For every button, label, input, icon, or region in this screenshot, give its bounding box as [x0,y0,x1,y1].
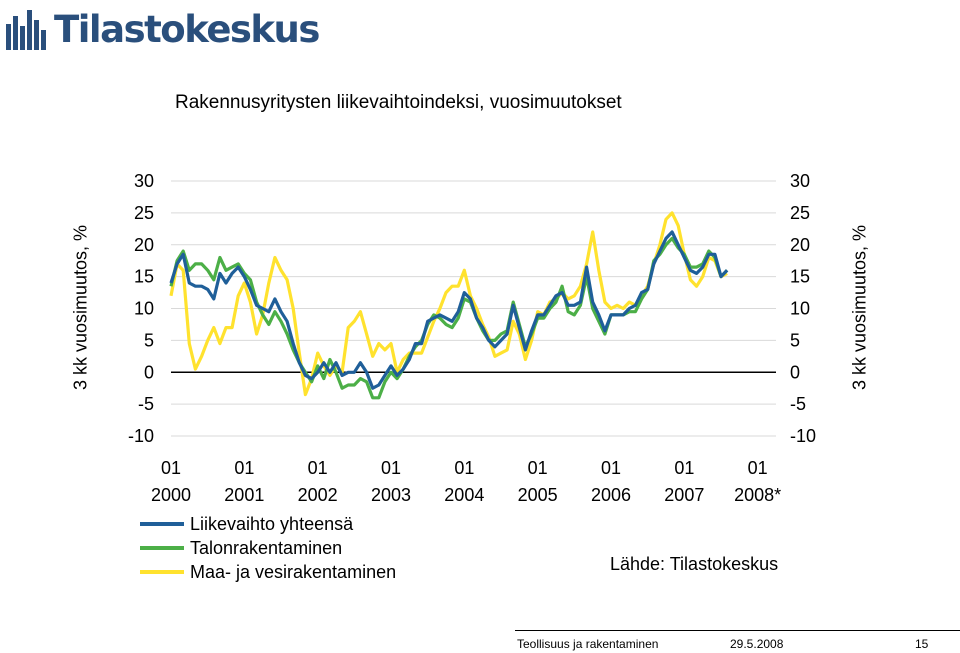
x-tick-label-year: 2003 [371,485,411,505]
x-tick-label-month: 01 [161,458,181,478]
legend: Liikevaihto yhteensä Talonrakentaminen M… [140,512,396,584]
x-tick-label-month: 01 [234,458,254,478]
y-tick-label-right: 10 [790,299,810,319]
x-tick-label-month: 01 [528,458,548,478]
y-tick-label-right: 5 [790,330,800,350]
y-tick-label-right: 25 [790,203,810,223]
y-tick-label-left: 25 [134,203,154,223]
y-tick-label-right: -10 [790,426,816,446]
y-tick-label-left: -5 [138,394,154,414]
y-tick-label-right: -5 [790,394,806,414]
y-tick-labels-left: 30 25 20 15 10 5 0 -5 -10 [128,171,154,446]
x-tick-labels: 01 2000 01 2001 01 2002 01 2003 01 2004 01 2005 01 20… [151,458,781,505]
y-tick-label-right: 30 [790,171,810,191]
x-tick-label-year: 2007 [664,485,704,505]
series-lines [169,211,729,400]
y-tick-label-left: 30 [134,171,154,191]
x-tick-label-year: 2004 [444,485,484,505]
y-tick-label-left: -10 [128,426,154,446]
footer-page: 15 [915,637,929,651]
x-tick-label-month: 01 [748,458,768,478]
series-line-talonrakentaminen [169,236,729,400]
x-tick-label-month: 01 [381,458,401,478]
brand-name: Tilastokeskus [54,8,320,51]
brand-logo: Tilastokeskus [4,4,320,54]
legend-label: Liikevaihto yhteensä [190,513,354,534]
chart-title: Rakennusyritysten liikevaihtoindeksi, vu… [175,92,622,113]
legend-label: Talonrakentaminen [190,537,343,558]
x-tick-label-year: 2002 [298,485,338,505]
y-tick-label-right: 0 [790,362,800,382]
y-tick-label-left: 15 [134,267,154,287]
legend-item: Liikevaihto yhteensä [140,512,396,536]
x-tick-label-month: 01 [674,458,694,478]
source-note: Lähde: Tilastokeskus [610,554,779,574]
y-tick-label-right: 15 [790,267,810,287]
footer-date: 29.5.2008 [730,637,784,651]
legend-swatch [140,522,184,526]
legend-swatch [140,570,184,574]
x-tick-label-year: 2001 [224,485,264,505]
y-tick-label-right: 20 [790,235,810,255]
legend-swatch [140,546,184,550]
legend-label: Maa- ja vesirakentaminen [190,561,397,582]
x-tick-label-year: 2006 [591,485,631,505]
x-tick-label-month: 01 [601,458,621,478]
series-line-liikevaihto-yhteensä [169,230,729,390]
y-tick-label-left: 5 [144,330,154,350]
y-tick-label-left: 20 [134,235,154,255]
footer-section: Teollisuus ja rakentaminen [517,637,659,651]
footer: Teollisuus ja rakentaminen 29.5.2008 15 [515,630,960,653]
x-tick-label-month: 01 [454,458,474,478]
x-tick-label-year: 2005 [518,485,558,505]
y-tick-label-left: 10 [134,299,154,319]
x-tick-label-year: 2008* [734,485,781,505]
legend-item: Maa- ja vesirakentaminen [140,560,396,584]
legend-item: Talonrakentaminen [140,536,396,560]
y-tick-labels-right: 30 25 20 15 10 5 0 -5 -10 [790,171,816,446]
x-tick-label-year: 2000 [151,485,191,505]
y-tick-label-left: 0 [144,362,154,382]
logo-bars-icon [6,10,46,50]
x-tick-label-month: 01 [308,458,328,478]
